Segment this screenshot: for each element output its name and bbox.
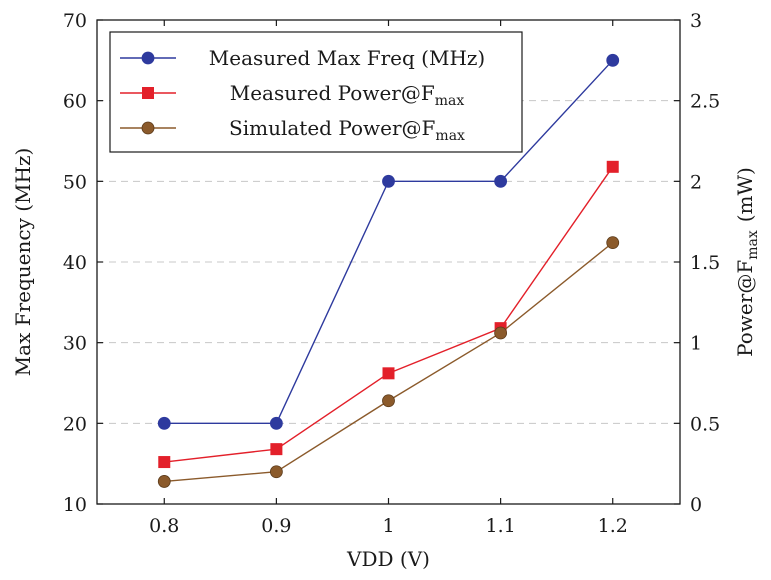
data-point — [269, 416, 283, 430]
data-point — [382, 174, 395, 188]
data-point — [158, 456, 171, 469]
y-right-tick-label: 0.5 — [690, 413, 720, 435]
y-left-tick-label: 10 — [63, 494, 87, 516]
legend-label-subscript: max — [435, 93, 465, 109]
data-point — [494, 174, 508, 188]
y-right-tick-label: 3 — [690, 10, 702, 32]
legend-label: Simulated Power@Fmax — [229, 116, 465, 144]
data-point — [157, 475, 171, 488]
legend-label: Measured Power@Fmax — [230, 81, 465, 109]
y-right-tick-label: 0 — [690, 494, 702, 516]
series-3 — [157, 236, 620, 488]
legend: Measured Max Freq (MHz)Measured Power@Fm… — [109, 31, 523, 153]
y-axis-right-title-main: Power@F — [733, 260, 757, 357]
y-axis-right-title-unit: (mW) — [733, 167, 757, 222]
legend-entry-3: Simulated Power@Fmax — [120, 116, 465, 144]
x-axis-title: VDD (V) — [346, 547, 430, 571]
y-right-tick-label: 2 — [690, 171, 702, 193]
legend-box — [109, 31, 523, 153]
data-point — [606, 53, 620, 67]
data-point — [494, 326, 508, 340]
data-point — [606, 160, 619, 173]
y-axis-right-title-subscript: max — [745, 230, 761, 260]
axis-ticks: 10 0 20 0.5 30 1 40 1.5 50 2 60 2.5 70 3 0.8 0.9 1 1.1 1.2 — [63, 10, 720, 537]
y-left-tick-label: 30 — [63, 333, 87, 355]
y-left-tick-label: 20 — [63, 413, 87, 435]
data-point — [382, 394, 395, 408]
y-right-tick-label: 1.5 — [690, 252, 720, 274]
x-tick-label: 1.2 — [598, 515, 628, 537]
series-2 — [158, 160, 619, 469]
legend-label-main: Measured Power@F — [230, 81, 435, 105]
legend-marker — [141, 51, 155, 65]
y-axis-right-title: Power@Fmax (mW) — [733, 167, 761, 357]
legend-entry-1: Measured Max Freq (MHz) — [120, 46, 485, 70]
y-left-tick-label: 50 — [63, 171, 87, 193]
data-point — [606, 236, 620, 250]
data-point — [269, 465, 283, 479]
series-1 — [157, 53, 620, 430]
y-left-tick-label: 60 — [63, 91, 87, 113]
legend-label-main: Simulated Power@F — [229, 116, 436, 140]
y-axis-left-title: Max Frequency (MHz) — [11, 148, 35, 377]
legend-label-subscript: max — [435, 128, 465, 144]
y-left-tick-label: 40 — [63, 252, 87, 274]
y-left-tick-label: 70 — [63, 10, 87, 32]
y-right-tick-label: 1 — [690, 333, 702, 355]
data-point — [270, 443, 283, 456]
legend-marker — [142, 87, 154, 99]
data-point — [157, 416, 171, 430]
legend-entry-2: Measured Power@Fmax — [120, 81, 464, 109]
series-layer — [157, 53, 620, 488]
data-point — [382, 367, 395, 380]
series-line — [164, 166, 614, 463]
x-tick-label: 0.8 — [149, 515, 179, 537]
series-line — [164, 242, 614, 483]
x-tick-label: 0.9 — [261, 515, 291, 537]
legend-label: Measured Max Freq (MHz) — [209, 46, 485, 70]
y-right-tick-label: 2.5 — [690, 91, 720, 113]
legend-label-main: Measured Max Freq (MHz) — [209, 46, 485, 70]
legend-entries: Measured Max Freq (MHz)Measured Power@Fm… — [120, 46, 485, 144]
x-tick-label: 1.1 — [486, 515, 516, 537]
legend-marker — [141, 121, 155, 135]
x-tick-label: 1 — [382, 515, 394, 537]
